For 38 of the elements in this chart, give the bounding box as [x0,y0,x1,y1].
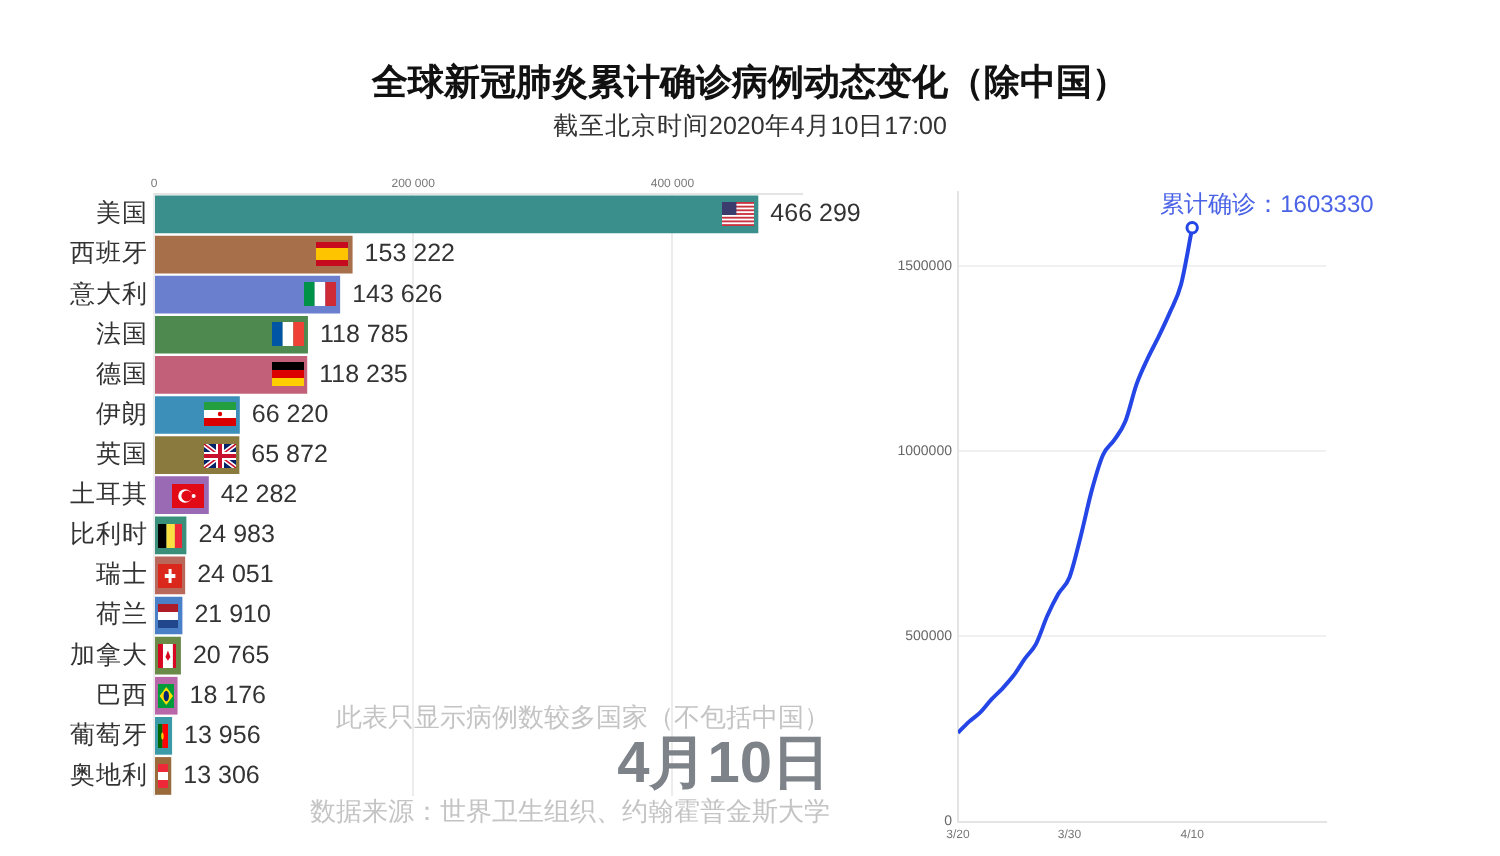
y-tick-label: 土耳其 [70,480,148,509]
y-tick-label: 奥地利 [70,760,148,789]
annotation: 此表只显示病例数较多国家（不包括中国） [336,702,830,733]
y-tick-label: 荷兰 [96,600,148,629]
data-label: 42 282 [220,480,298,509]
y-tick-label: 加拿大 [70,640,148,669]
data-label: 24 051 [197,560,274,589]
chart-subtitle: 截至北京时间2020年4月10日17:00 [551,112,949,141]
data-label: 24 983 [198,520,275,549]
y-tick-label: 巴西 [96,680,148,709]
data-label: 153 222 [364,239,456,268]
annotation: 4月10日 [617,732,830,797]
y-tick-label: 比利时 [70,520,148,549]
data-label: 13 306 [183,760,260,789]
y-tick-label: 葡萄牙 [70,720,148,749]
data-label: 118 235 [319,359,408,388]
y-tick-label: 意大利 [68,279,148,308]
y-tick-label: 美国 [96,197,148,228]
y-tick-label: 法国 [96,319,148,348]
y-tick-label: 伊朗 [96,397,148,428]
data-label: 66 220 [251,399,329,428]
y-tick-label: 英国 [96,440,148,468]
y-tick-label: 西班牙 [70,239,148,268]
bar [155,235,353,274]
data-label: 65 872 [251,440,328,468]
annotation: 数据来源：世界卫生组织、约翰霍普金斯大学 [310,796,830,827]
data-label: 466 299 [770,199,861,228]
data-label: 21 910 [194,600,271,629]
y-tick-label: 瑞士 [96,560,148,589]
data-label: 18 176 [189,680,267,709]
data-label: 13 956 [184,720,261,749]
data-label: 20 765 [192,640,270,669]
annotation: 累计确诊：1603330 [1160,190,1375,219]
chart-title: 全球新冠肺炎累计确诊病例动态变化（除中国） [369,62,1130,104]
bar [155,195,759,234]
data-label: 143 626 [352,279,443,308]
data-label: 118 785 [319,319,409,348]
y-tick-label: 德国 [96,359,148,388]
